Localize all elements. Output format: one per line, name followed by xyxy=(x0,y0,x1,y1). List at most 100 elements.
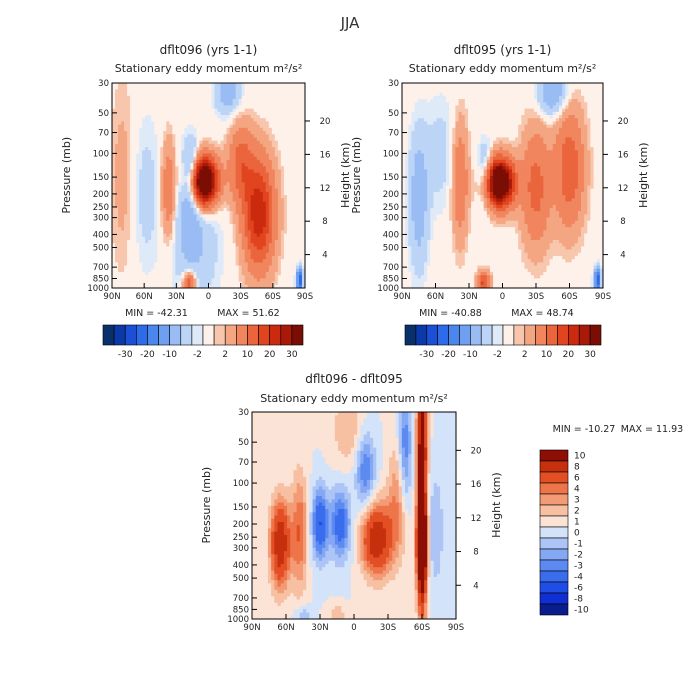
heatmap-cell xyxy=(250,217,255,222)
heatmap-cell xyxy=(190,95,194,100)
heatmap-cell xyxy=(226,108,231,113)
heatmap-cell xyxy=(247,83,252,87)
heatmap-cell xyxy=(235,159,240,164)
heatmap-cell xyxy=(515,105,519,110)
heatmap-cell xyxy=(208,147,212,151)
heatmap-cell xyxy=(277,169,282,174)
heatmap-cell xyxy=(184,150,188,154)
x-tick-label: 30N xyxy=(168,292,185,302)
heatmap-cell xyxy=(181,271,185,276)
heatmap-cell xyxy=(295,179,300,183)
heatmap-cell xyxy=(181,86,185,90)
heatmap-cell xyxy=(166,220,170,225)
heatmap-cell xyxy=(133,259,137,263)
heatmap-cell xyxy=(292,195,297,199)
heatmap-cell xyxy=(232,278,237,282)
heatmap-cell xyxy=(211,150,215,154)
heatmap-cell xyxy=(154,102,158,106)
heatmap-cell xyxy=(262,163,267,167)
heatmap-cell xyxy=(220,147,224,151)
heatmap-cell xyxy=(127,204,131,209)
heatmap-cell xyxy=(130,262,134,266)
heatmap-cell xyxy=(226,252,231,257)
heatmap-cell xyxy=(298,153,303,158)
heatmap-cell xyxy=(238,89,243,94)
heatmap-cell xyxy=(160,271,164,276)
heatmap-cell xyxy=(208,211,212,215)
heatmap-cell xyxy=(533,115,538,119)
heatmap-cell xyxy=(214,156,218,161)
heatmap-cell xyxy=(430,95,434,100)
heatmap-cell xyxy=(271,140,276,145)
heatmap-cell xyxy=(244,147,249,151)
heatmap-cell xyxy=(199,159,203,164)
heatmap-cell xyxy=(115,92,119,97)
heatmap-cell xyxy=(217,163,221,167)
heatmap-cell xyxy=(181,147,185,151)
heatmap-cell xyxy=(452,86,456,90)
heatmap-cell xyxy=(518,92,522,97)
heatmap-cell xyxy=(124,195,128,199)
heatmap-cell xyxy=(298,134,303,138)
heatmap-cell xyxy=(577,89,582,94)
heatmap-cell xyxy=(166,271,170,276)
heatmap-cell xyxy=(169,108,173,113)
heatmap-cell xyxy=(202,121,206,126)
heatmap-cell xyxy=(166,275,170,279)
heatmap-cell xyxy=(540,89,544,94)
heatmap-cell xyxy=(190,127,194,132)
heatmap-cell xyxy=(271,239,276,244)
heatmap-cell xyxy=(274,140,279,145)
heatmap-cell xyxy=(202,115,206,119)
heatmap-cell xyxy=(552,95,557,100)
heatmap-cell xyxy=(223,265,227,270)
heatmap-cell xyxy=(253,137,258,142)
heatmap-cell xyxy=(527,89,532,94)
heatmap-cell xyxy=(133,140,137,145)
heatmap-cell xyxy=(178,227,182,231)
heatmap-cell xyxy=(136,188,140,193)
heatmap-cell xyxy=(112,118,116,122)
heatmap-cell xyxy=(160,169,164,174)
heatmap-cell xyxy=(256,159,261,164)
heatmap-cell xyxy=(244,92,249,97)
heatmap-cell xyxy=(193,249,197,254)
heatmap-cell xyxy=(211,121,215,126)
heatmap-cell xyxy=(241,86,246,90)
heatmap-cell xyxy=(112,175,116,180)
heatmap-cell xyxy=(274,99,279,103)
heatmap-cell xyxy=(139,143,143,148)
heatmap-cell xyxy=(286,275,291,279)
heatmap-cell xyxy=(196,214,200,218)
heatmap-cell xyxy=(205,230,209,234)
heatmap-cell xyxy=(136,262,140,266)
heatmap-cell xyxy=(555,83,560,87)
heatmap-cell xyxy=(226,115,231,119)
heatmap-cell xyxy=(259,163,264,167)
heatmap-cell xyxy=(157,191,161,196)
heatmap-cell xyxy=(166,89,170,94)
heatmap-cell xyxy=(533,99,538,103)
heatmap-cell xyxy=(253,169,258,174)
heatmap-cell xyxy=(259,140,264,145)
heatmap-cell xyxy=(133,255,137,260)
heatmap-cell xyxy=(577,99,582,103)
heatmap-cell xyxy=(184,278,188,282)
heatmap-cell xyxy=(301,259,306,263)
heatmap-cell xyxy=(208,243,212,247)
heatmap-cell xyxy=(154,246,158,250)
heatmap-cell xyxy=(577,102,582,106)
heatmap-cell xyxy=(268,169,273,174)
heatmap-cell xyxy=(163,243,167,247)
heatmap-cell xyxy=(247,111,252,116)
heatmap-cell xyxy=(187,166,191,170)
heatmap-cell xyxy=(235,265,240,270)
heatmap-cell xyxy=(202,185,206,190)
heatmap-cell xyxy=(452,105,456,110)
heatmap-cell xyxy=(121,134,125,138)
heatmap-cell xyxy=(286,185,291,190)
heatmap-cell xyxy=(496,102,500,106)
heatmap-cell xyxy=(223,284,227,289)
heatmap-cell xyxy=(268,83,273,87)
heatmap-cell xyxy=(271,124,276,129)
